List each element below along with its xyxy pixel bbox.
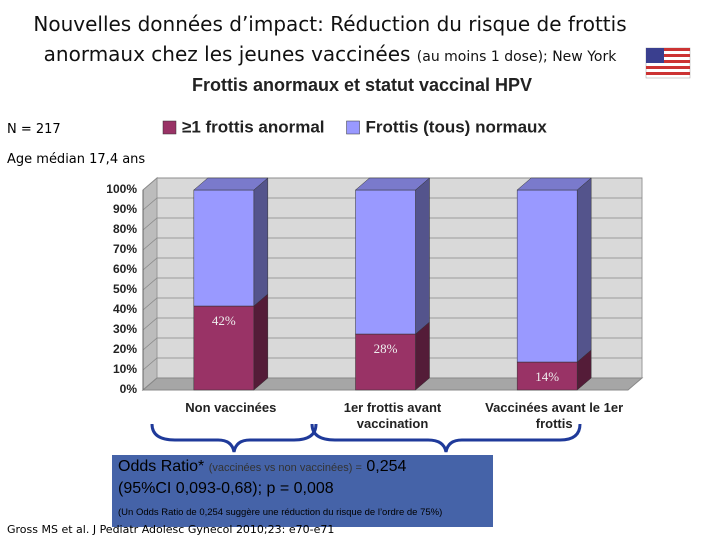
- y-tick-label: 80%: [113, 222, 137, 236]
- odds-line: Odds Ratio* (vaccinées vs non vaccinées)…: [118, 458, 406, 476]
- title-note: (au moins 1 dose): [416, 49, 544, 65]
- median-age: Age médian 17,4 ans: [7, 152, 146, 167]
- citation: Gross MS et al. J Pediatr Adolesc Gyneco…: [7, 523, 335, 536]
- grid-line: [142, 217, 642, 231]
- legend: ≥1 frottis anormal Frottis (tous) normaux: [162, 117, 548, 136]
- bar-segment: [355, 189, 416, 335]
- legend-swatch: [162, 120, 177, 135]
- bar-side-face: [253, 293, 269, 391]
- grid-line: [142, 177, 642, 191]
- grid-line: [142, 197, 642, 211]
- grid-line: [142, 237, 642, 251]
- y-tick-label: 40%: [113, 302, 137, 316]
- grid-line: [142, 357, 642, 371]
- grid-line: [142, 317, 642, 331]
- slide-title-line: Nouvelles données d’impact: Réduction du…: [33, 12, 627, 36]
- value-label: 42%: [212, 313, 236, 328]
- x-tick-label: 1er frottis avant vaccination: [343, 400, 442, 431]
- y-tick-label: 20%: [113, 342, 137, 356]
- bar-segment: [355, 333, 416, 391]
- bar-segment: [193, 305, 255, 391]
- y-tick-label: 60%: [113, 262, 137, 276]
- x-tick-label: Non vaccinées: [185, 400, 277, 415]
- title-text: anormaux chez les jeunes vaccinées: [43, 42, 411, 66]
- legend-label: ≥1 frottis anormal: [182, 117, 325, 136]
- usa-flag: [645, 47, 691, 79]
- bar-segment: [193, 189, 255, 307]
- y-tick-label: 50%: [113, 282, 137, 296]
- grid-line: [142, 257, 642, 271]
- bar-segment: [516, 189, 578, 363]
- y-tick-label: 100%: [106, 182, 137, 196]
- bar-top-face: [516, 177, 592, 191]
- y-tick-label: 0%: [120, 382, 138, 396]
- y-tick-label: 70%: [113, 242, 137, 256]
- legend-swatch: [346, 120, 360, 135]
- odds-value: 0,254: [366, 458, 407, 475]
- value-label: 14%: [535, 369, 559, 384]
- y-tick-label: 90%: [113, 202, 137, 216]
- sample-size: N = 217: [7, 122, 61, 137]
- grid-line: [142, 277, 642, 291]
- legend-label: Frottis (tous) normaux: [366, 117, 548, 136]
- bar-segment: [516, 361, 578, 391]
- braces: [150, 423, 582, 453]
- odds-ci: (95%CI 0,093-0,68); p = 0,008: [118, 480, 334, 497]
- odds-comparison: (vaccinées vs non vaccinées) =: [208, 462, 362, 474]
- slide-title-line: anormaux chez les jeunes vaccinées (au m…: [0, 42, 660, 66]
- y-tick-label: 10%: [113, 362, 137, 376]
- chart-title: Frottis anormaux et statut vaccinal HPV: [192, 75, 532, 95]
- grid-line: [142, 297, 642, 311]
- odds-footnote: (Un Odds Ratio de 0,254 suggère une rédu…: [118, 507, 443, 518]
- title-place: ; New York: [543, 49, 617, 65]
- bar-side-face: [415, 177, 430, 335]
- odds-ratio-box: Odds Ratio* (vaccinées vs non vaccinées)…: [112, 455, 493, 527]
- y-tick-label: 30%: [113, 322, 137, 336]
- odds-label: Odds Ratio*: [118, 458, 205, 475]
- bar-top-face: [354, 177, 431, 191]
- bar-side-face: [576, 177, 592, 363]
- bar-side-face: [253, 177, 269, 307]
- value-label: 28%: [374, 341, 398, 356]
- grid-line: [142, 337, 642, 351]
- x-tick-label: Vaccinées avant le 1er frottis: [485, 400, 624, 431]
- grid-line: [142, 377, 642, 391]
- bar-top-face: [193, 177, 269, 191]
